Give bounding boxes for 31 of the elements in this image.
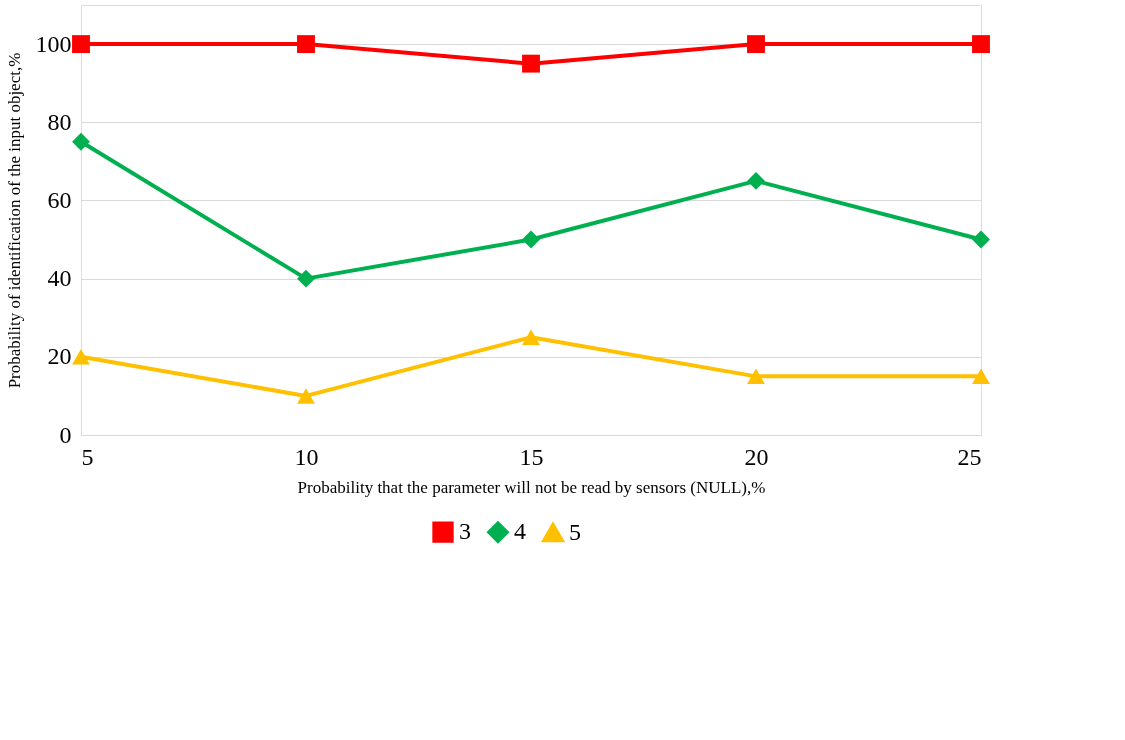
legend-label: 5	[569, 518, 581, 545]
x-tick-label: 5	[81, 443, 94, 470]
x-axis-title: Probability that the parameter will not be read by sensors (NULL),%	[297, 477, 766, 497]
y-tick-label: 80	[47, 108, 72, 135]
point	[72, 132, 90, 151]
y-tick-label: 40	[47, 265, 72, 292]
point	[297, 35, 315, 54]
x-tick-label: 15	[519, 443, 544, 470]
legend-label: 3	[459, 518, 471, 545]
point	[747, 368, 765, 385]
point	[72, 349, 90, 365]
point	[972, 230, 990, 249]
point	[72, 35, 90, 54]
point	[522, 329, 540, 346]
y-tick-label: 60	[47, 186, 72, 213]
point	[297, 269, 315, 288]
point	[972, 368, 990, 385]
y-tick-label: 20	[47, 343, 72, 370]
point	[297, 388, 315, 404]
x-tick-label: 20	[744, 443, 769, 470]
point	[522, 54, 540, 73]
legend-label: 4	[514, 518, 526, 545]
point	[522, 230, 540, 249]
point	[972, 35, 990, 54]
y-tick-label: 100	[35, 30, 72, 57]
y-tick-label: 0	[59, 421, 72, 448]
point	[747, 171, 765, 190]
point	[747, 35, 765, 54]
x-tick-label: 25	[957, 443, 982, 470]
x-tick-label: 10	[294, 443, 319, 470]
y-axis-title: Probability of identification of the input object,%	[4, 52, 24, 389]
